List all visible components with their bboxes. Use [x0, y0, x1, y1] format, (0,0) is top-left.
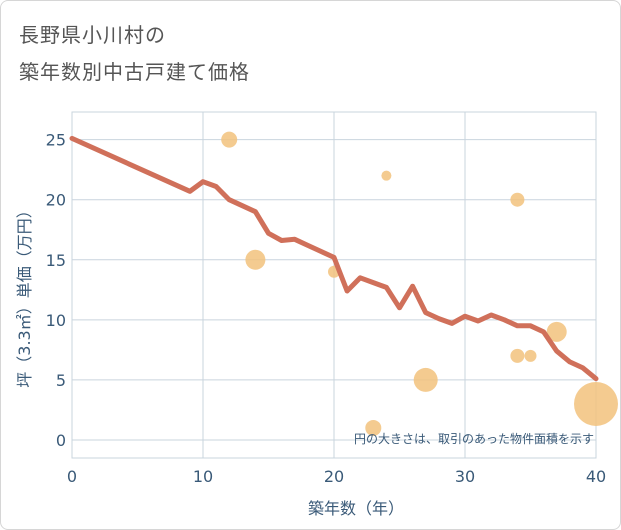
y-tick-label: 0 — [56, 431, 66, 450]
data-bubble — [524, 349, 537, 362]
y-tick-label: 5 — [56, 371, 66, 390]
grid — [71, 111, 597, 459]
data-bubble — [546, 321, 567, 342]
x-tick-label: 30 — [455, 467, 475, 486]
y-tick-label: 25 — [46, 131, 66, 150]
y-tick-label: 20 — [46, 191, 66, 210]
data-bubble — [245, 249, 266, 270]
bubbles — [221, 131, 618, 436]
data-bubble — [365, 419, 382, 436]
y-axis-label: 坪（3.3㎡）単価（万円） — [15, 202, 34, 387]
trend-line — [69, 135, 599, 382]
data-bubble — [510, 348, 525, 363]
data-bubble — [413, 367, 438, 392]
y-tick-label: 10 — [46, 311, 66, 330]
chart-title-line1: 長野県小川村の — [19, 23, 166, 47]
chart-title-line2: 築年数別中古戸建て価格 — [19, 60, 250, 84]
data-bubble — [510, 192, 525, 207]
x-tick-label: 10 — [193, 467, 213, 486]
data-bubble — [574, 381, 618, 426]
data-bubble — [381, 170, 392, 181]
tick-labels: 0 10 20 30 40 0 5 10 15 20 25 — [46, 131, 607, 486]
x-tick-label: 20 — [324, 467, 344, 486]
x-axis-label: 築年数（年） — [308, 499, 404, 518]
y-tick-label: 15 — [46, 251, 66, 270]
x-tick-label: 0 — [67, 467, 77, 486]
bubble-size-note: 円の大きさは、取引のあった物件面積を示す — [354, 431, 594, 446]
trend-line-layer — [69, 135, 599, 382]
x-tick-label: 40 — [586, 467, 606, 486]
data-bubble — [221, 131, 238, 148]
